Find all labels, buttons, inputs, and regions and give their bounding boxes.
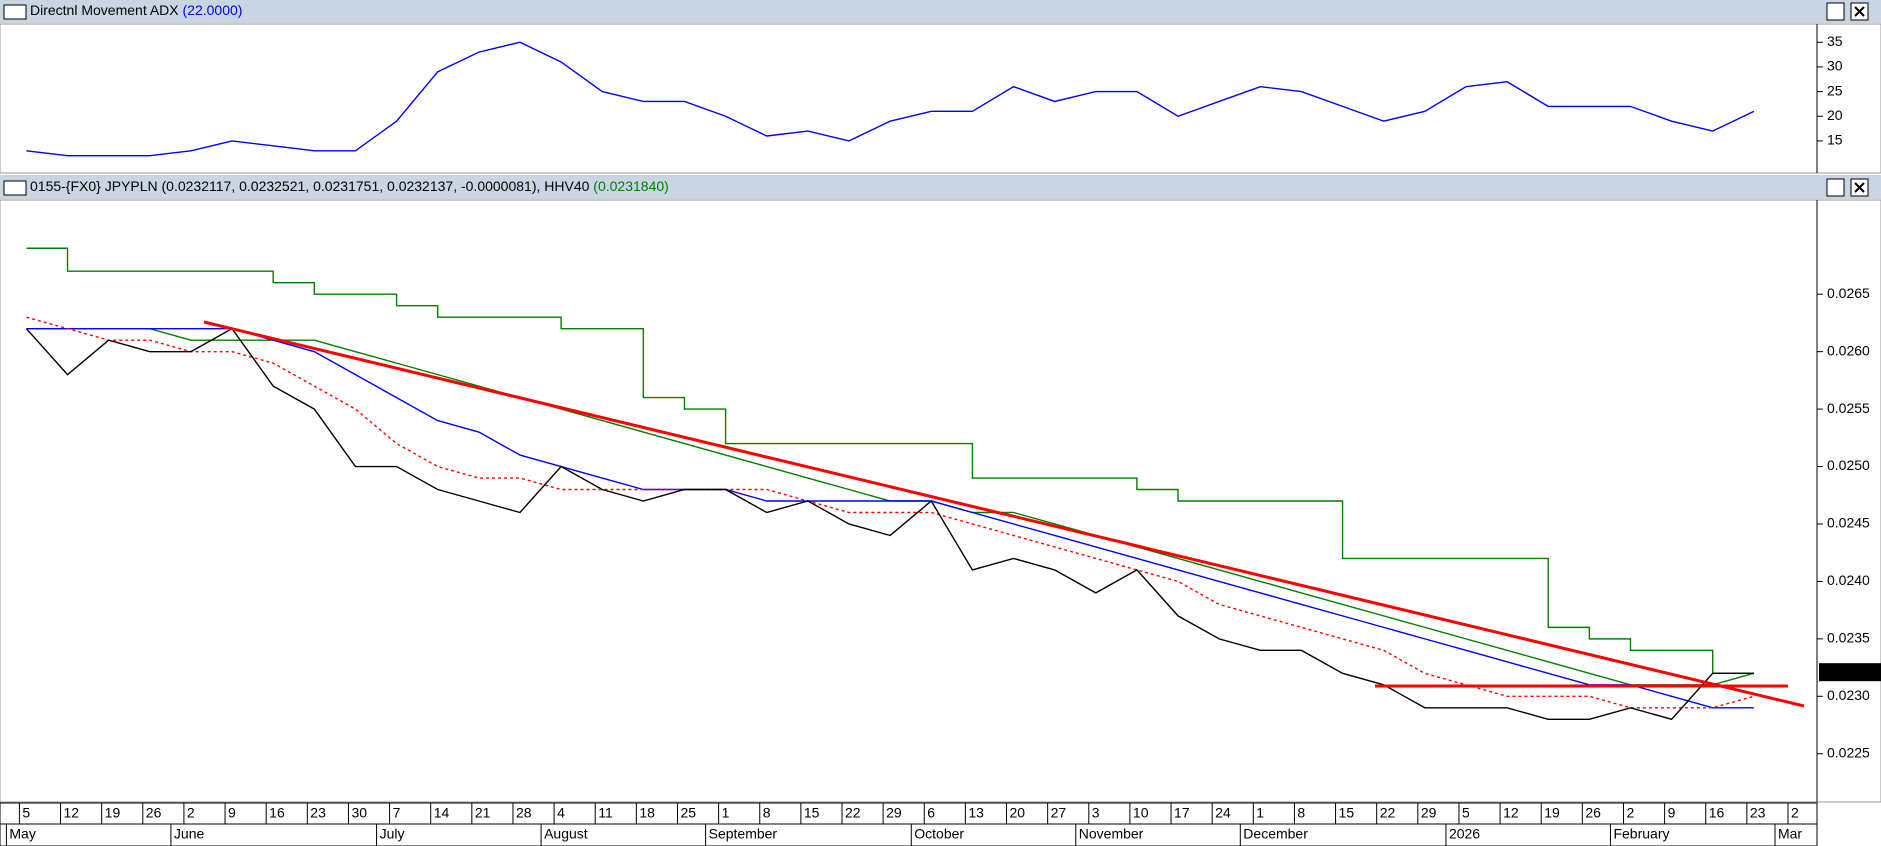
maximize-button[interactable] [1826, 178, 1845, 197]
day-label: 24 [1215, 805, 1231, 821]
day-label: 27 [1051, 805, 1067, 821]
maximize-button[interactable] [1826, 2, 1845, 21]
month-label: August [544, 826, 588, 842]
y-tick-label: 0.0230 [1827, 687, 1870, 703]
day-label: 2 [1626, 805, 1634, 821]
close-icon [1854, 182, 1865, 193]
month-label: December [1243, 826, 1308, 842]
month-label: February [1613, 826, 1669, 842]
day-label: 19 [105, 805, 121, 821]
day-label: 26 [146, 805, 162, 821]
panel-header [0, 0, 1881, 23]
day-label: 12 [1503, 805, 1519, 821]
series-line [26, 327, 1754, 709]
title: Directnl Movement ADX [30, 2, 179, 18]
day-label: 7 [393, 805, 401, 821]
month-label: September [709, 826, 778, 842]
panel-plot [0, 23, 1881, 174]
y-tick-label: 0.0250 [1827, 457, 1870, 473]
y-tick-label: 30 [1827, 58, 1843, 74]
day-label: 15 [804, 805, 820, 821]
day-label: 9 [228, 805, 236, 821]
y-tick-label: 0.0225 [1827, 744, 1870, 760]
y-tick-label: 25 [1827, 82, 1843, 98]
day-label: 22 [1380, 805, 1396, 821]
panel-icon [3, 4, 27, 20]
series-line [25, 327, 1754, 721]
day-label: 9 [1668, 805, 1676, 821]
month-label: May [9, 826, 35, 842]
panel-title: Directnl Movement ADX (22.0000) [30, 2, 242, 18]
y-tick-label: 35 [1827, 33, 1843, 49]
y-tick-label: 0.0235 [1827, 630, 1870, 646]
month-label: Mar [1778, 826, 1802, 842]
last-value-box [1819, 663, 1881, 682]
series-line [26, 247, 1754, 675]
series-line [26, 41, 1755, 157]
day-label: 10 [1133, 805, 1149, 821]
day-label: 29 [1421, 805, 1437, 821]
day-label: 5 [1462, 805, 1470, 821]
day-label: 29 [886, 805, 902, 821]
day-label: 16 [269, 805, 285, 821]
series-line [26, 316, 1755, 709]
y-tick-label: 0.0255 [1827, 400, 1870, 416]
day-label: 4 [557, 805, 565, 821]
day-label: 2 [1791, 805, 1799, 821]
month-label: November [1079, 826, 1144, 842]
day-label: 19 [1544, 805, 1560, 821]
y-tick-label: 20 [1827, 107, 1843, 123]
trendline [203, 320, 1805, 708]
panel-title: 0155-{FX0} JPYPLN (0.0232117, 0.0232521,… [30, 178, 669, 194]
day-label: 6 [927, 805, 935, 821]
day-label: 8 [1297, 805, 1305, 821]
day-label: 8 [763, 805, 771, 821]
day-label: 26 [1585, 805, 1601, 821]
day-label: 20 [1010, 805, 1026, 821]
day-label: 25 [680, 805, 696, 821]
day-label: 14 [434, 805, 450, 821]
panel-icon [3, 180, 27, 196]
day-label: 1 [1256, 805, 1264, 821]
day-label: 23 [1750, 805, 1766, 821]
last-value-label: 0.02321 [1822, 663, 1873, 679]
day-label: 3 [1092, 805, 1100, 821]
day-label: 1 [722, 805, 730, 821]
day-label: 30 [351, 805, 367, 821]
y-tick-label: 0.0245 [1827, 515, 1870, 531]
day-label: 16 [1709, 805, 1725, 821]
day-label: 12 [64, 805, 80, 821]
month-label: 2026 [1449, 826, 1480, 842]
title-value: (22.0000) [183, 2, 243, 18]
day-label: 17 [1174, 805, 1190, 821]
day-label: 2 [187, 805, 195, 821]
y-tick-label: 15 [1827, 132, 1843, 148]
y-tick-label: 0.0260 [1827, 342, 1870, 358]
panel-plot [0, 199, 1881, 803]
title: 0155-{FX0} JPYPLN (0.0232117, 0.0232521,… [30, 178, 590, 194]
y-tick-label: 0.0265 [1827, 285, 1870, 301]
panel-header [0, 175, 1881, 199]
day-label: 11 [598, 805, 613, 821]
day-label: 15 [1339, 805, 1355, 821]
day-label: 21 [475, 805, 491, 821]
y-tick-label: 0.0240 [1827, 572, 1870, 588]
day-label: 23 [310, 805, 326, 821]
day-label: 28 [516, 805, 532, 821]
month-label: June [174, 826, 205, 842]
month-label: July [380, 826, 405, 842]
close-icon [1854, 6, 1865, 17]
month-label: October [914, 826, 964, 842]
day-label: 13 [968, 805, 984, 821]
day-label: 18 [639, 805, 655, 821]
title-value: (0.0231840) [593, 178, 669, 194]
day-label: 5 [22, 805, 30, 821]
day-label: 22 [845, 805, 861, 821]
